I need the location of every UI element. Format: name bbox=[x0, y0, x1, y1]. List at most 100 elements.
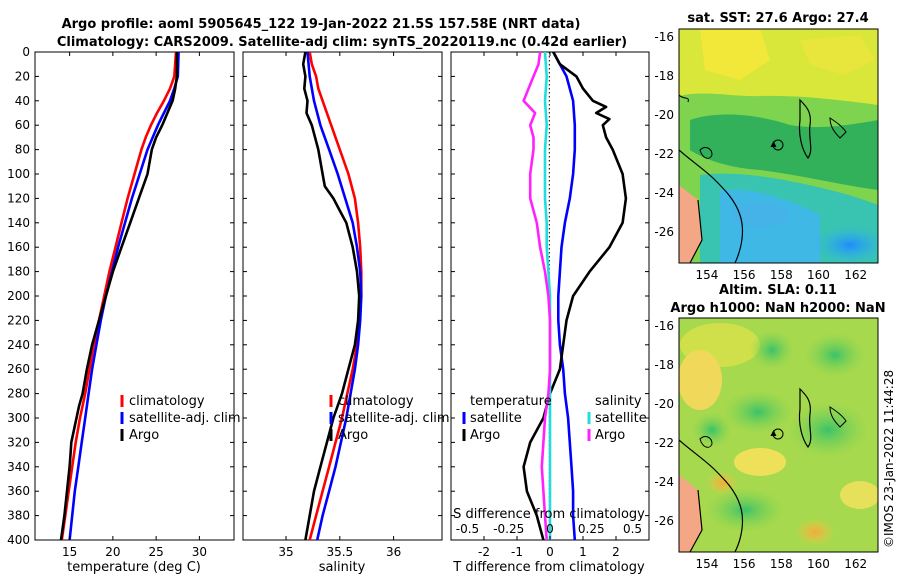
sla-field-orange-2 bbox=[795, 518, 835, 546]
map-x-tick-label: 156 bbox=[733, 268, 756, 282]
y-tick-label: 40 bbox=[15, 94, 30, 108]
sla-field-orange-1 bbox=[706, 471, 738, 495]
sla-argo-marker bbox=[770, 430, 777, 437]
y-tick-label: 240 bbox=[7, 338, 30, 352]
sla-coastline bbox=[689, 489, 703, 552]
legend-s-satellite-label: satellite bbox=[595, 411, 647, 426]
figure-title-line2: Climatology: CARS2009. Satellite-adj cli… bbox=[57, 35, 627, 50]
map-y-tick-label: -16 bbox=[654, 319, 674, 333]
sla-map bbox=[679, 318, 878, 552]
legend-satellite-label: satellite-adj. clim bbox=[338, 411, 450, 426]
sst-map-frame bbox=[678, 28, 879, 264]
sst-argo-marker bbox=[770, 141, 777, 148]
s-diff-tick-label: 0 bbox=[546, 522, 554, 536]
y-tick-label: 320 bbox=[7, 435, 30, 449]
sst-reef-contour bbox=[798, 98, 812, 160]
difference-xlabel: T difference from climatology bbox=[452, 560, 645, 575]
x-tick-label: 30 bbox=[192, 545, 207, 559]
legend-argo-label: Argo bbox=[338, 428, 368, 443]
sst-field-warm-patch bbox=[700, 29, 770, 80]
s-difference-label: S difference from climatology bbox=[453, 507, 645, 522]
y-tick-label: 380 bbox=[7, 509, 30, 523]
y-tick-label: 80 bbox=[15, 143, 30, 157]
map-x-tick-label: 160 bbox=[807, 268, 830, 282]
legend-argo-label: Argo bbox=[129, 428, 159, 443]
sst-north-contour bbox=[679, 94, 689, 103]
sst-shelf-contour bbox=[679, 149, 744, 263]
figure-title-line1: Argo profile: aoml 5905645_122 19-Jan-20… bbox=[62, 17, 581, 32]
difference-legend-temperature: temperature satellite Argo bbox=[462, 394, 552, 443]
salinity-xlabel: salinity bbox=[319, 560, 366, 575]
sst-map bbox=[679, 29, 878, 263]
temperature-series bbox=[59, 52, 180, 540]
sla-field-green-4 bbox=[788, 402, 868, 458]
y-tick-label: 360 bbox=[7, 484, 30, 498]
legend-s-argo-label: Argo bbox=[595, 428, 625, 443]
map-x-tick-label: 162 bbox=[844, 268, 867, 282]
x-tick-label: 35.5 bbox=[326, 545, 353, 559]
map-x-tick-label: 154 bbox=[695, 557, 718, 571]
map-y-tick-label: -18 bbox=[654, 69, 674, 83]
sla-shelf-contour bbox=[679, 439, 744, 552]
series-line-argo bbox=[301, 52, 361, 540]
sla-reef-contour-2 bbox=[829, 406, 847, 428]
sla-field-green-5 bbox=[692, 412, 732, 448]
map-y-tick-label: -18 bbox=[654, 358, 674, 372]
y-tick-label: 340 bbox=[7, 460, 30, 474]
legend-climatology-label: climatology bbox=[129, 394, 205, 409]
x-tick-label: 15 bbox=[62, 545, 77, 559]
sst-field-blue-south bbox=[812, 225, 878, 263]
imos-watermark: ©IMOS 23-Jan-2022 11:44:28 bbox=[882, 370, 896, 548]
y-tick-label: 20 bbox=[15, 69, 30, 83]
s-diff-tick-label: -0.25 bbox=[493, 522, 524, 536]
map-y-tick-label: -26 bbox=[654, 514, 674, 528]
x-tick-label: 2 bbox=[612, 545, 620, 559]
x-tick-label: 20 bbox=[105, 545, 120, 559]
sst-reef-contour-2 bbox=[829, 117, 847, 139]
sst-land-australia bbox=[679, 185, 702, 263]
map-y-tick-label: -22 bbox=[654, 436, 674, 450]
map-y-tick-label: -20 bbox=[654, 108, 674, 122]
salinity-legend: climatology satellite-adj. clim Argo bbox=[329, 394, 450, 443]
sla-map-title-line1: Altim. SLA: 0.11 bbox=[719, 283, 837, 298]
y-tick-label: 220 bbox=[7, 313, 30, 327]
series-line-t-satellite bbox=[552, 52, 577, 540]
x-tick-label: 0 bbox=[546, 545, 554, 559]
temperature-axes bbox=[34, 51, 235, 541]
y-tick-label: 100 bbox=[7, 167, 30, 181]
map-x-tick-label: 156 bbox=[733, 557, 756, 571]
map-y-tick-label: -16 bbox=[654, 30, 674, 44]
sla-field-green-6 bbox=[705, 488, 785, 532]
sla-map-title-line2: Argo h1000: NaN h2000: NaN bbox=[670, 301, 885, 316]
sla-island-contour bbox=[699, 436, 713, 448]
series-line-s-argo bbox=[522, 52, 552, 540]
x-tick-label: 36 bbox=[386, 545, 401, 559]
series-line-t-argo bbox=[522, 52, 628, 540]
map-x-tick-label: 160 bbox=[807, 557, 830, 571]
sla-field-green-1 bbox=[750, 330, 794, 370]
x-tick-label: 25 bbox=[148, 545, 163, 559]
y-tick-label: 280 bbox=[7, 387, 30, 401]
y-tick-label: 180 bbox=[7, 265, 30, 279]
map-x-tick-label: 154 bbox=[695, 268, 718, 282]
sla-field-yellow-2 bbox=[679, 350, 722, 410]
y-tick-label: 400 bbox=[7, 533, 30, 547]
sla-land-australia bbox=[679, 475, 702, 552]
y-tick-label: 260 bbox=[7, 362, 30, 376]
sla-map-frame bbox=[678, 317, 879, 553]
y-tick-label: 160 bbox=[7, 240, 30, 254]
sst-field-warm-patch-2 bbox=[800, 35, 875, 75]
salinity-series bbox=[301, 52, 363, 540]
y-tick-label: 300 bbox=[7, 411, 30, 425]
map-y-tick-label: -24 bbox=[654, 186, 674, 200]
axis-ticks: 0204060801001201401601802002202402602803… bbox=[7, 29, 878, 571]
sla-field-yellow-3 bbox=[734, 448, 786, 476]
map-y-tick-label: -20 bbox=[654, 397, 674, 411]
sst-field-blue-mid bbox=[730, 203, 790, 227]
x-tick-label: -1 bbox=[511, 545, 523, 559]
sst-field-green-band bbox=[690, 114, 878, 190]
sla-field-yellow-4 bbox=[840, 481, 878, 509]
x-tick-label: -2 bbox=[478, 545, 490, 559]
sla-reef-contour bbox=[798, 387, 812, 449]
legend-t-satellite-label: satellite bbox=[470, 411, 522, 426]
